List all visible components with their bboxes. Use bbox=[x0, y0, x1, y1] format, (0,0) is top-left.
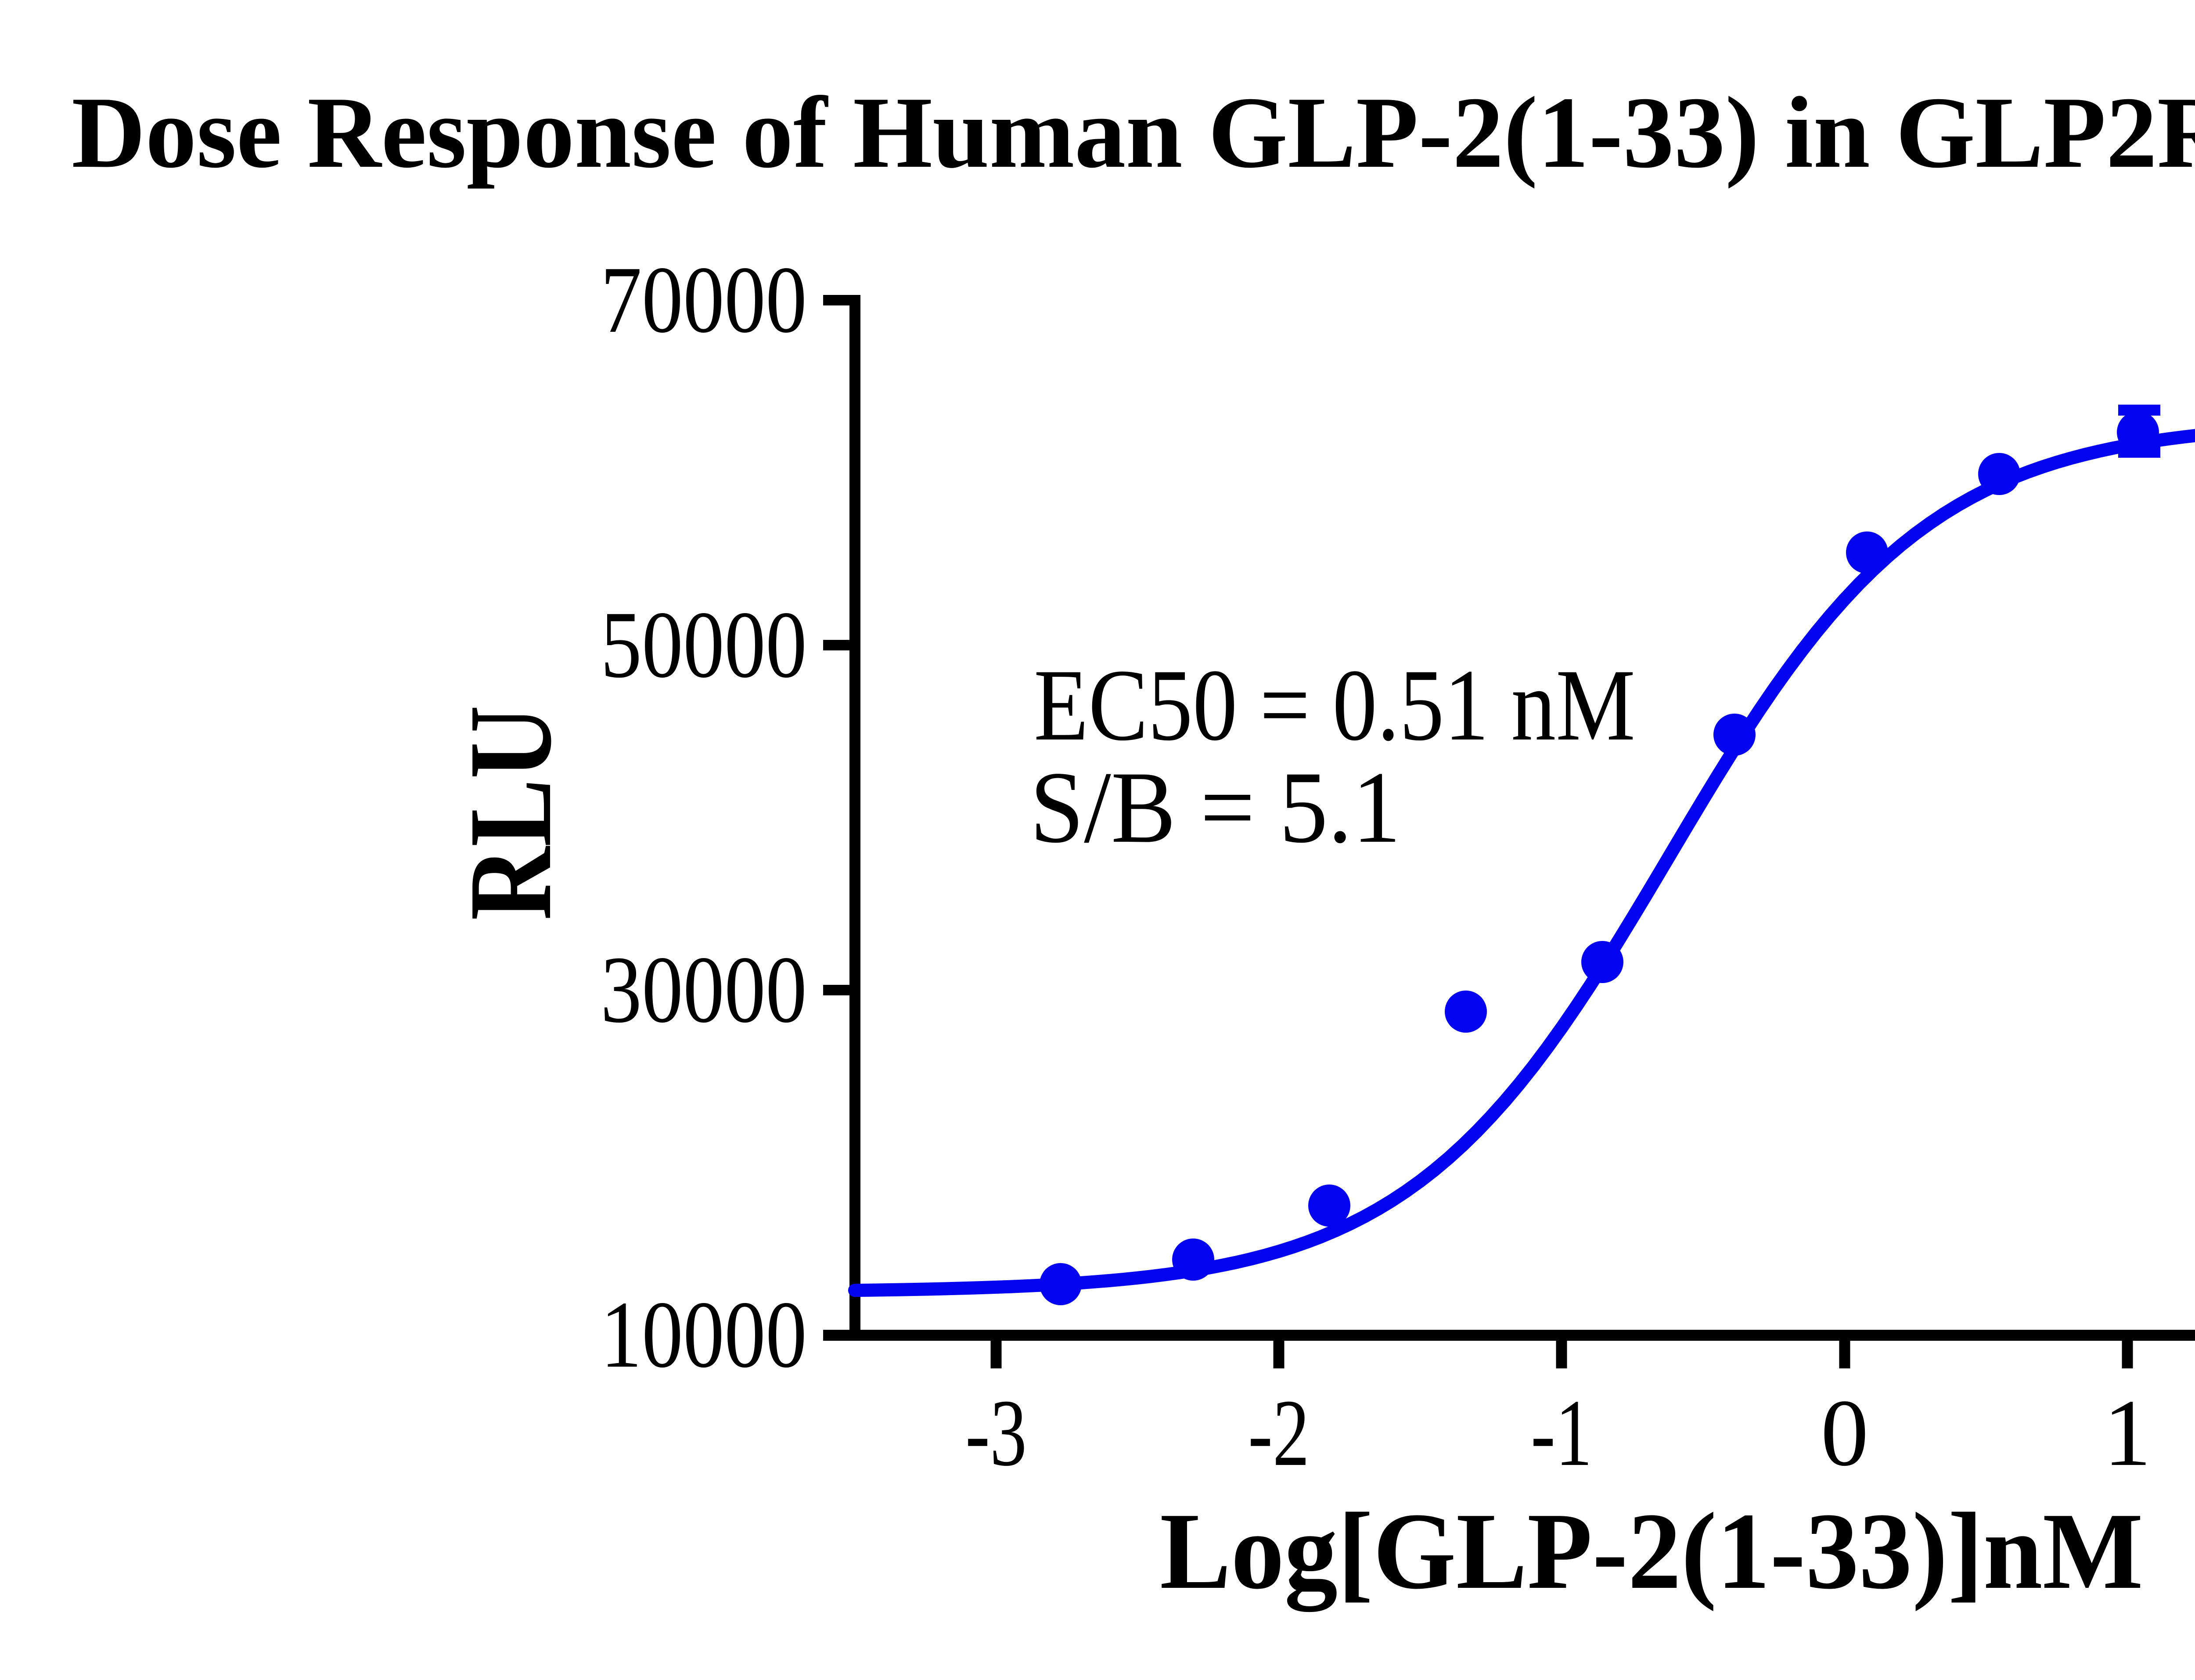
svg-text:-1: -1 bbox=[1531, 1380, 1592, 1486]
svg-text:S/B = 5.1: S/B = 5.1 bbox=[1030, 750, 1401, 864]
svg-text:10000: 10000 bbox=[601, 1282, 807, 1388]
svg-text:Log[GLP-2(1-33)]nM: Log[GLP-2(1-33)]nM bbox=[1160, 1490, 2143, 1612]
svg-text:30000: 30000 bbox=[601, 937, 807, 1043]
svg-text:0: 0 bbox=[1821, 1380, 1869, 1486]
svg-text:RLU: RLU bbox=[445, 705, 576, 920]
svg-text:-3: -3 bbox=[965, 1380, 1027, 1486]
svg-text:EC50 = 0.51 nM: EC50 = 0.51 nM bbox=[1034, 648, 1635, 762]
svg-text:Dose Response of Human GLP-2(1: Dose Response of Human GLP-2(1-33) in GL… bbox=[72, 60, 2195, 189]
svg-text:1: 1 bbox=[2104, 1380, 2152, 1486]
svg-text:70000: 70000 bbox=[601, 247, 807, 353]
svg-text:50000: 50000 bbox=[601, 592, 807, 698]
svg-text:-2: -2 bbox=[1248, 1380, 1310, 1486]
